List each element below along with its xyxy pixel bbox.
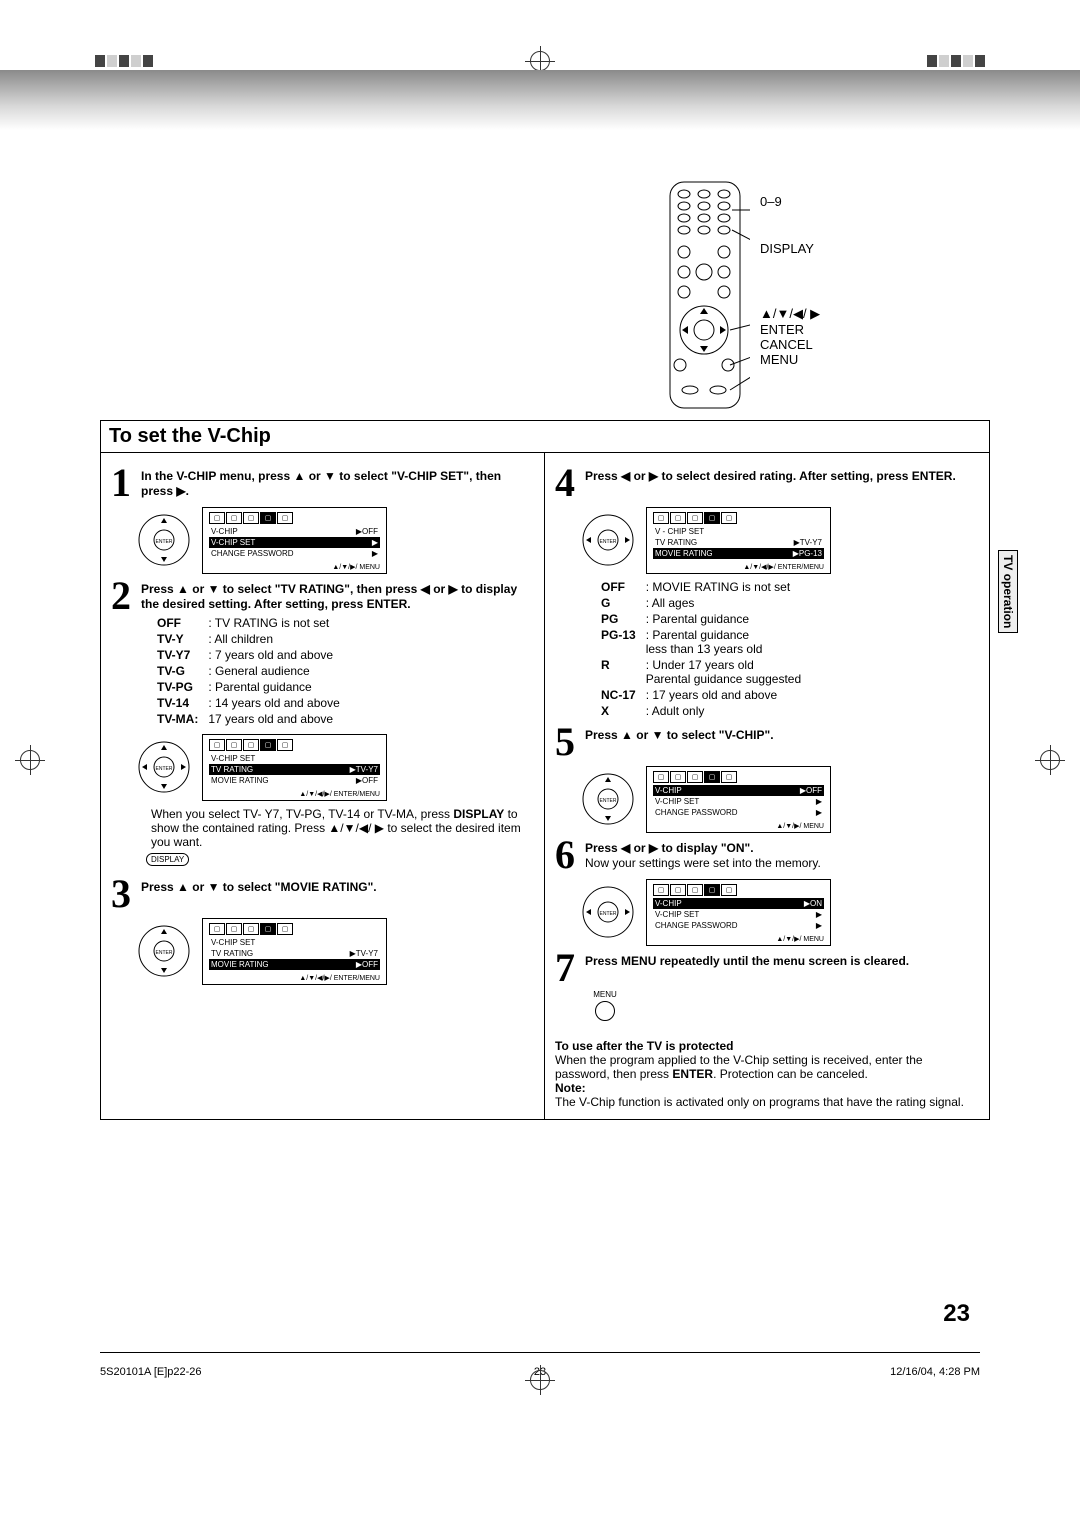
- navpad-icon: ENTER: [137, 924, 192, 979]
- registration-mark-icon: [530, 1370, 550, 1390]
- osd-menu: ▢▢▢▢▢ V-CHIP SET TV RATING▶TV-Y7 MOVIE R…: [202, 918, 387, 985]
- menu-button-label: MENU: [585, 990, 625, 1021]
- svg-text:ENTER: ENTER: [156, 539, 173, 545]
- svg-text:ENTER: ENTER: [156, 950, 173, 956]
- after-note: To use after the TV is protected When th…: [555, 1039, 979, 1109]
- svg-text:ENTER: ENTER: [600, 798, 617, 804]
- step-7: 7 Press MENU repeatedly until the menu s…: [555, 950, 979, 986]
- svg-text:ENTER: ENTER: [600, 911, 617, 917]
- osd-menu: ▢▢▢▢▢ V-CHIP▶OFF V-CHIP SET▶ CHANGE PASS…: [202, 507, 387, 574]
- osd-menu: ▢▢▢▢▢ V-CHIP▶OFF V-CHIP SET▶ CHANGE PASS…: [646, 766, 831, 833]
- header-gradient: [0, 70, 1080, 130]
- step-5: 5 Press ▲ or ▼ to select "V-CHIP".: [555, 724, 979, 760]
- footer-rule: [100, 1352, 980, 1353]
- movie-ratings-list: OFF: MOVIE RATING is not set G: All ages…: [595, 578, 979, 720]
- steps-container: 1 In the V-CHIP menu, press ▲ or ▼ to se…: [100, 453, 990, 1120]
- step-6: 6 Press ◀ or ▶ to display "ON".Now your …: [555, 837, 979, 873]
- registration-mark-icon: [1040, 750, 1060, 770]
- side-tab: TV operation: [998, 550, 1018, 633]
- osd-menu: ▢▢▢▢▢ V-CHIP▶ON V-CHIP SET▶ CHANGE PASSW…: [646, 879, 831, 946]
- step-3: 3 Press ▲ or ▼ to select "MOVIE RATING".: [111, 876, 534, 912]
- navpad-icon: ENTER: [581, 513, 636, 568]
- display-button-label: DISPLAY: [146, 853, 189, 866]
- page-number: 23: [943, 1300, 970, 1328]
- step-4: 4 Press ◀ or ▶ to select desired rating.…: [555, 465, 979, 501]
- svg-text:ENTER: ENTER: [600, 539, 617, 545]
- section-title: To set the V-Chip: [100, 420, 990, 453]
- page: 0–9 DISPLAY ▲/▼/◀/ ▶ ENTER CANCEL MENU T…: [0, 0, 1080, 1528]
- step2-note: When you select TV- Y7, TV-PG, TV-14 or …: [151, 807, 534, 849]
- navpad-icon: ENTER: [137, 513, 192, 568]
- content: To set the V-Chip 1 In the V-CHIP menu, …: [100, 180, 990, 1120]
- svg-text:ENTER: ENTER: [156, 766, 173, 772]
- osd-menu: ▢▢▢▢▢ V-CHIP SET TV RATING▶TV-Y7 MOVIE R…: [202, 734, 387, 801]
- left-column: 1 In the V-CHIP menu, press ▲ or ▼ to se…: [101, 453, 545, 1119]
- navpad-icon: ENTER: [137, 740, 192, 795]
- navpad-icon: ENTER: [581, 885, 636, 940]
- osd-menu: ▢▢▢▢▢ V - CHIP SET TV RATING▶TV-Y7 MOVIE…: [646, 507, 831, 574]
- registration-mark-icon: [20, 750, 40, 770]
- step-1: 1 In the V-CHIP menu, press ▲ or ▼ to se…: [111, 465, 534, 501]
- right-column: 4 Press ◀ or ▶ to select desired rating.…: [545, 453, 989, 1119]
- navpad-icon: ENTER: [581, 772, 636, 827]
- step-2: 2 Press ▲ or ▼ to select "TV RATING", th…: [111, 578, 534, 614]
- registration-mark-icon: [530, 51, 550, 71]
- tv-ratings-list: OFF: TV RATING is not set TV-Y: All chil…: [151, 614, 534, 728]
